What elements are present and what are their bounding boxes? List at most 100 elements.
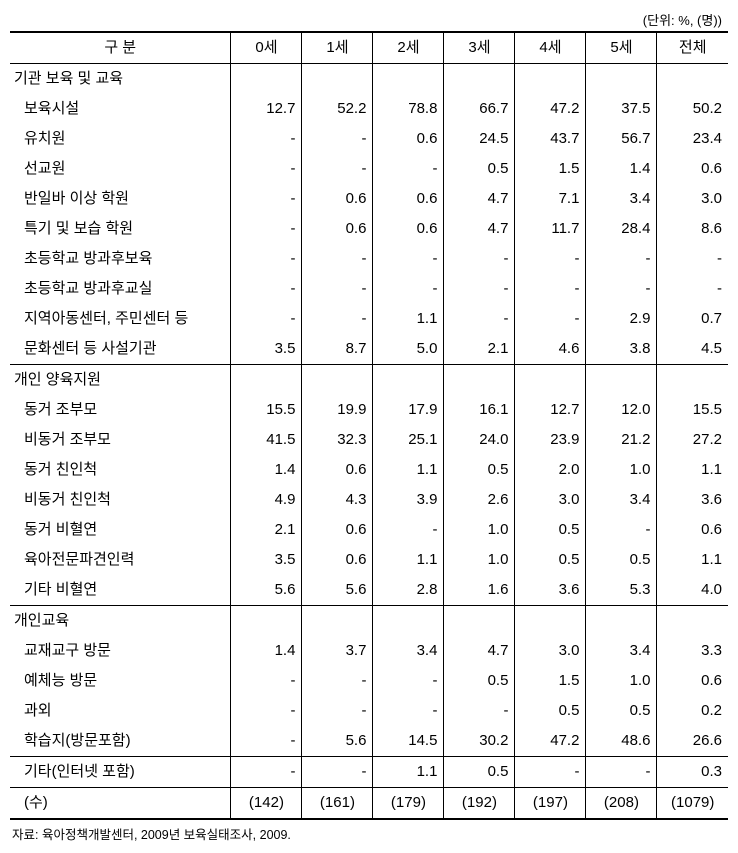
- cell-value: -: [302, 124, 373, 154]
- cell-value: 66.7: [444, 94, 515, 124]
- cell-value: 3.4: [586, 636, 657, 666]
- cell-value: 4.3: [302, 485, 373, 515]
- cell-value: 19.9: [302, 395, 373, 425]
- cell-value: -: [302, 304, 373, 334]
- cell-value: 3.8: [586, 334, 657, 365]
- cell-value: 0.6: [302, 455, 373, 485]
- cell-value: 2.9: [586, 304, 657, 334]
- cell-value: -: [231, 696, 302, 726]
- row-label: 초등학교 방과후교실: [10, 274, 231, 304]
- table-row: (수)(142)(161)(179)(192)(197)(208)(1079): [10, 788, 728, 820]
- cell-value: 1.4: [231, 636, 302, 666]
- row-label: 동거 친인척: [10, 455, 231, 485]
- table-row: 동거 친인척1.40.61.10.52.01.01.1: [10, 455, 728, 485]
- row-label: 유치원: [10, 124, 231, 154]
- cell-value: 8.6: [657, 214, 728, 244]
- header-age-5: 5세: [586, 32, 657, 64]
- cell-value: 0.5: [586, 696, 657, 726]
- cell-value: 1.0: [444, 545, 515, 575]
- table-row: 초등학교 방과후교실-------: [10, 274, 728, 304]
- cell-value: 0.6: [302, 515, 373, 545]
- cell-value: (197): [515, 788, 586, 820]
- cell-value: (192): [444, 788, 515, 820]
- cell-value: 8.7: [302, 334, 373, 365]
- cell-value: -: [373, 696, 444, 726]
- cell-empty: [231, 606, 302, 637]
- row-label: 개인교육: [10, 606, 231, 637]
- cell-value: 4.0: [657, 575, 728, 606]
- cell-empty: [444, 365, 515, 396]
- cell-value: 16.1: [444, 395, 515, 425]
- cell-value: -: [231, 757, 302, 788]
- header-category: 구 분: [10, 32, 231, 64]
- table-row: 과외----0.50.50.2: [10, 696, 728, 726]
- cell-value: 56.7: [586, 124, 657, 154]
- table-row: 특기 및 보습 학원-0.60.64.711.728.48.6: [10, 214, 728, 244]
- header-total: 전체: [657, 32, 728, 64]
- cell-value: 17.9: [373, 395, 444, 425]
- cell-value: 0.5: [444, 666, 515, 696]
- cell-value: (142): [231, 788, 302, 820]
- cell-value: 1.5: [515, 666, 586, 696]
- cell-value: 3.6: [657, 485, 728, 515]
- cell-empty: [231, 64, 302, 95]
- table-row: 보육시설12.752.278.866.747.237.550.2: [10, 94, 728, 124]
- cell-value: -: [373, 666, 444, 696]
- cell-value: 0.5: [515, 696, 586, 726]
- row-label: 지역아동센터, 주민센터 등: [10, 304, 231, 334]
- cell-value: 27.2: [657, 425, 728, 455]
- cell-value: 3.0: [515, 636, 586, 666]
- table-row: 기타(인터넷 포함)--1.10.5--0.3: [10, 757, 728, 788]
- cell-value: 0.3: [657, 757, 728, 788]
- row-label: 학습지(방문포함): [10, 726, 231, 757]
- cell-value: 5.6: [302, 726, 373, 757]
- cell-value: 11.7: [515, 214, 586, 244]
- table-row: 교재교구 방문1.43.73.44.73.03.43.3: [10, 636, 728, 666]
- table-row: 비동거 조부모41.532.325.124.023.921.227.2: [10, 425, 728, 455]
- row-label: 선교원: [10, 154, 231, 184]
- header-age-3: 3세: [444, 32, 515, 64]
- row-label: 초등학교 방과후보육: [10, 244, 231, 274]
- cell-value: 25.1: [373, 425, 444, 455]
- header-age-4: 4세: [515, 32, 586, 64]
- row-label: 동거 비혈연: [10, 515, 231, 545]
- unit-label: (단위: %, (명)): [10, 10, 728, 29]
- cell-value: 0.6: [302, 214, 373, 244]
- table-row: 초등학교 방과후보육-------: [10, 244, 728, 274]
- cell-value: (161): [302, 788, 373, 820]
- cell-value: -: [586, 244, 657, 274]
- cell-value: 41.5: [231, 425, 302, 455]
- cell-value: 5.6: [302, 575, 373, 606]
- table-row: 개인교육: [10, 606, 728, 637]
- cell-value: 0.6: [373, 124, 444, 154]
- cell-value: 4.7: [444, 636, 515, 666]
- cell-empty: [302, 365, 373, 396]
- cell-value: 0.6: [302, 545, 373, 575]
- cell-value: -: [302, 274, 373, 304]
- cell-value: 2.8: [373, 575, 444, 606]
- cell-value: -: [657, 274, 728, 304]
- cell-value: 3.3: [657, 636, 728, 666]
- data-table: 구 분 0세 1세 2세 3세 4세 5세 전체 기관 보육 및 교육보육시설1…: [10, 31, 728, 820]
- cell-value: 47.2: [515, 726, 586, 757]
- row-label: 보육시설: [10, 94, 231, 124]
- table-row: 동거 조부모15.519.917.916.112.712.015.5: [10, 395, 728, 425]
- table-row: 문화센터 등 사설기관3.58.75.02.14.63.84.5: [10, 334, 728, 365]
- cell-value: 2.1: [231, 515, 302, 545]
- cell-value: 0.5: [515, 515, 586, 545]
- cell-value: 12.0: [586, 395, 657, 425]
- cell-value: 1.4: [231, 455, 302, 485]
- header-age-2: 2세: [373, 32, 444, 64]
- table-row: 유치원--0.624.543.756.723.4: [10, 124, 728, 154]
- cell-value: 3.0: [515, 485, 586, 515]
- cell-value: 37.5: [586, 94, 657, 124]
- cell-value: -: [302, 696, 373, 726]
- table-row: 기타 비혈연5.65.62.81.63.65.34.0: [10, 575, 728, 606]
- cell-value: 3.4: [373, 636, 444, 666]
- cell-value: 15.5: [231, 395, 302, 425]
- table-row: 지역아동센터, 주민센터 등--1.1--2.90.7: [10, 304, 728, 334]
- row-label: 비동거 친인척: [10, 485, 231, 515]
- row-label: 특기 및 보습 학원: [10, 214, 231, 244]
- cell-value: -: [231, 214, 302, 244]
- cell-value: 48.6: [586, 726, 657, 757]
